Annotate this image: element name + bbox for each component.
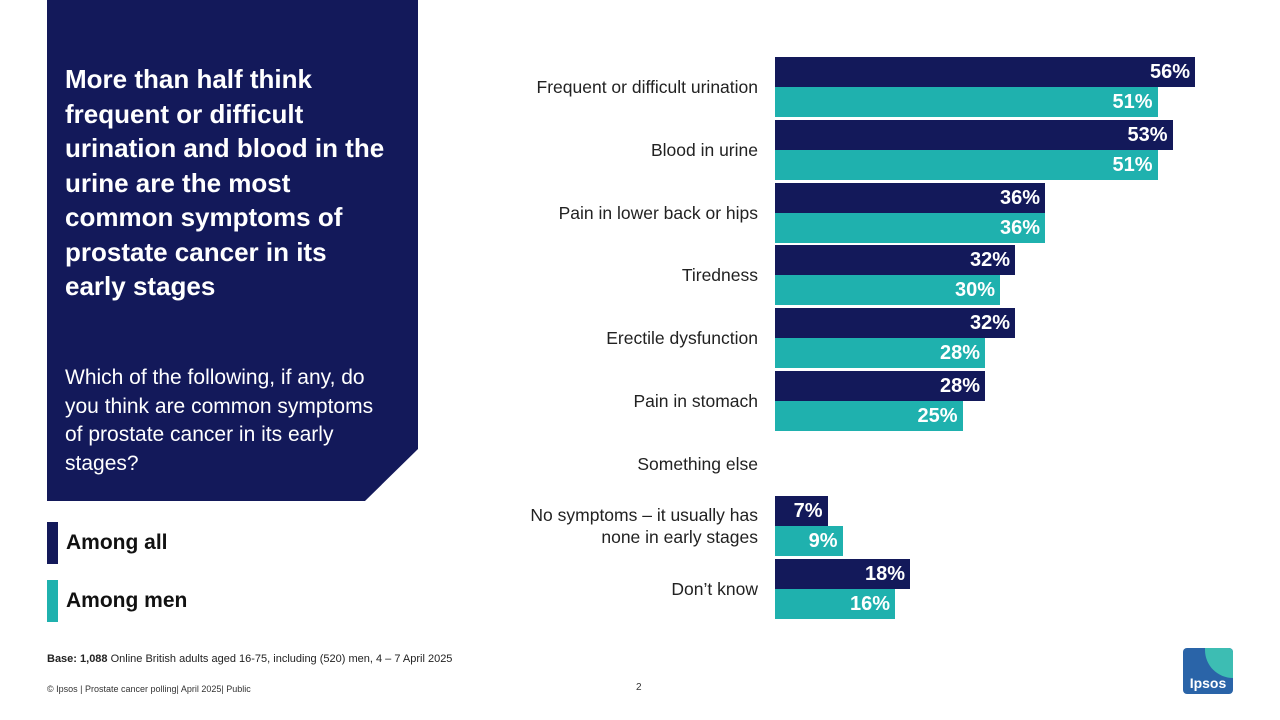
category-label: Blood in urine <box>458 139 758 161</box>
bar-value-label-all: 56% <box>1149 61 1190 83</box>
category-label-line: Don’t know <box>671 579 758 599</box>
bar-value-label-all: 36% <box>999 187 1040 209</box>
bar-value-label-all: 18% <box>864 563 905 585</box>
footer-copyright: © Ipsos | Prostate cancer polling| April… <box>47 684 251 694</box>
logo-text: Ipsos <box>1189 675 1227 691</box>
headline: More than half think frequent or difficu… <box>65 64 385 301</box>
category-label-line: No symptoms – it usually has <box>530 505 758 525</box>
category-label: Erectile dysfunction <box>458 327 758 349</box>
legend-item-all: Among all <box>47 522 168 564</box>
bar-value-label-men: 30% <box>954 279 995 301</box>
bar-value-label-all: 32% <box>969 249 1010 271</box>
category-label-line: none in early stages <box>601 527 758 547</box>
bar-value-label-men: 28% <box>939 342 980 364</box>
base-note: Base: 1,088 Online British adults aged 1… <box>47 653 452 665</box>
bar-all <box>775 120 1173 150</box>
bar-value-label-men: 16% <box>849 593 890 615</box>
bar-value-label-men: 25% <box>917 405 958 427</box>
category-label: Tiredness <box>458 264 758 286</box>
category-label-line: Frequent or difficult urination <box>536 77 758 97</box>
page-number: 2 <box>636 682 642 693</box>
category-label-line: Pain in lower back or hips <box>558 203 758 223</box>
bar-all <box>775 496 828 526</box>
bar-men <box>775 150 1158 180</box>
legend-swatch-men <box>47 580 58 622</box>
base-label: Base: 1,088 <box>47 653 108 665</box>
bar-value-label-men: 36% <box>999 217 1040 239</box>
legend-label-all: Among all <box>66 531 168 554</box>
base-text: Online British adults aged 16-75, includ… <box>107 653 453 665</box>
bar-value-label-men: 9% <box>808 530 838 552</box>
legend-label-men: Among men <box>66 589 188 612</box>
category-label: Something else <box>458 453 758 475</box>
category-label: Frequent or difficult urination <box>458 76 758 98</box>
legend-swatch-all <box>47 522 58 564</box>
bar-all <box>775 183 1045 213</box>
bar-all <box>775 245 1015 275</box>
legend-item-men: Among men <box>47 580 187 622</box>
ipsos-logo: Ipsos <box>1183 648 1233 694</box>
bar-value-label-men: 51% <box>1112 154 1153 176</box>
bar-all <box>775 308 1015 338</box>
bar-value-label-men: 51% <box>1112 91 1153 113</box>
bar-men <box>775 87 1158 117</box>
bar-all <box>775 559 910 589</box>
bar-men <box>775 213 1045 243</box>
bar-value-label-all: 7% <box>793 500 823 522</box>
bar-men <box>775 275 1000 305</box>
bar-value-label-all: 28% <box>939 375 980 397</box>
category-label: Pain in stomach <box>458 390 758 412</box>
category-label-line: Something else <box>637 454 758 474</box>
category-label: Don’t know <box>458 578 758 600</box>
category-label-line: Blood in urine <box>650 140 758 160</box>
category-label: Pain in lower back or hips <box>458 202 758 224</box>
title-panel: More than half think frequent or difficu… <box>47 0 418 501</box>
bar-value-label-all: 53% <box>1127 124 1168 146</box>
question-text: Which of the following, if any, do you t… <box>65 366 374 475</box>
category-label-line: Erectile dysfunction <box>606 328 758 348</box>
bar-value-label-all: 32% <box>969 312 1010 334</box>
bar-men <box>775 338 985 368</box>
logo-swoosh-icon <box>1205 648 1233 678</box>
bar-all <box>775 371 985 401</box>
category-label-line: Pain in stomach <box>633 391 758 411</box>
bar-men <box>775 526 843 556</box>
category-label-line: Tiredness <box>681 265 758 285</box>
bar-men <box>775 589 895 619</box>
category-label: No symptoms – it usually has none in earl… <box>458 504 758 548</box>
bar-men <box>775 401 963 431</box>
bar-all <box>775 57 1195 87</box>
